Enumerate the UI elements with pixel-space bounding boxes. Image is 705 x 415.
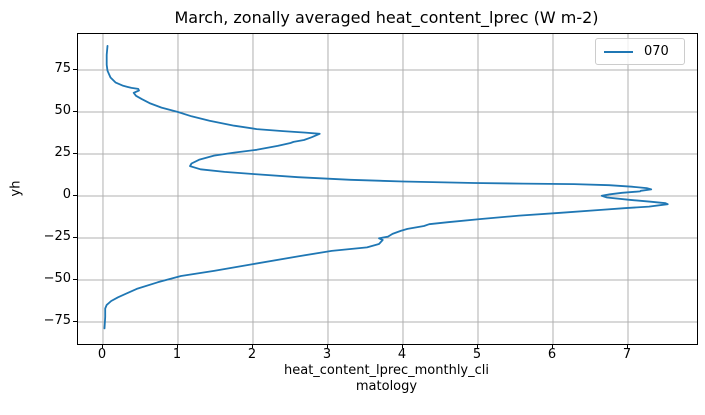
chart-title: March, zonally averaged heat_content_lpr…: [174, 8, 599, 27]
y-tick-label: 0: [62, 187, 71, 202]
y-tick-mark: [73, 237, 77, 238]
y-tick-label: −75: [43, 313, 71, 328]
x-axis-label: heat_content_lprec_monthly_cli matology: [77, 363, 696, 395]
legend-label: 070: [644, 44, 669, 59]
x-tick-mark: [552, 344, 553, 348]
legend-box: 070: [595, 38, 685, 65]
y-tick-label: −25: [43, 229, 71, 244]
series-line-070: [103, 44, 669, 330]
y-tick-mark: [73, 321, 77, 322]
x-axis-label-line2: matology: [355, 379, 418, 394]
x-tick-mark: [252, 344, 253, 348]
x-tick-label: 0: [97, 347, 107, 362]
y-tick-mark: [73, 69, 77, 70]
y-tick-mark: [73, 111, 77, 112]
y-tick-label: 50: [54, 103, 71, 118]
x-tick-label: 1: [172, 347, 182, 362]
y-tick-label: −50: [43, 271, 71, 286]
x-tick-label: 4: [397, 347, 407, 362]
x-tick-mark: [102, 344, 103, 348]
x-tick-mark: [402, 344, 403, 348]
y-tick-mark: [73, 153, 77, 154]
x-tick-mark: [477, 344, 478, 348]
x-tick-label: 7: [622, 347, 632, 362]
x-tick-mark: [327, 344, 328, 348]
x-axis-label-line1: heat_content_lprec_monthly_cli: [283, 363, 489, 378]
legend-line-sample: [604, 50, 633, 53]
y-tick-mark: [73, 279, 77, 280]
x-tick-mark: [177, 344, 178, 348]
y-tick-mark: [73, 195, 77, 196]
x-tick-label: 5: [472, 347, 482, 362]
plot-svg: [78, 34, 697, 344]
x-tick-label: 6: [547, 347, 557, 362]
y-tick-label: 25: [54, 145, 71, 160]
x-tick-label: 3: [322, 347, 332, 362]
y-tick-label: 75: [54, 61, 71, 76]
plot-area: [77, 33, 698, 345]
x-tick-label: 2: [247, 347, 257, 362]
x-tick-mark: [627, 344, 628, 348]
